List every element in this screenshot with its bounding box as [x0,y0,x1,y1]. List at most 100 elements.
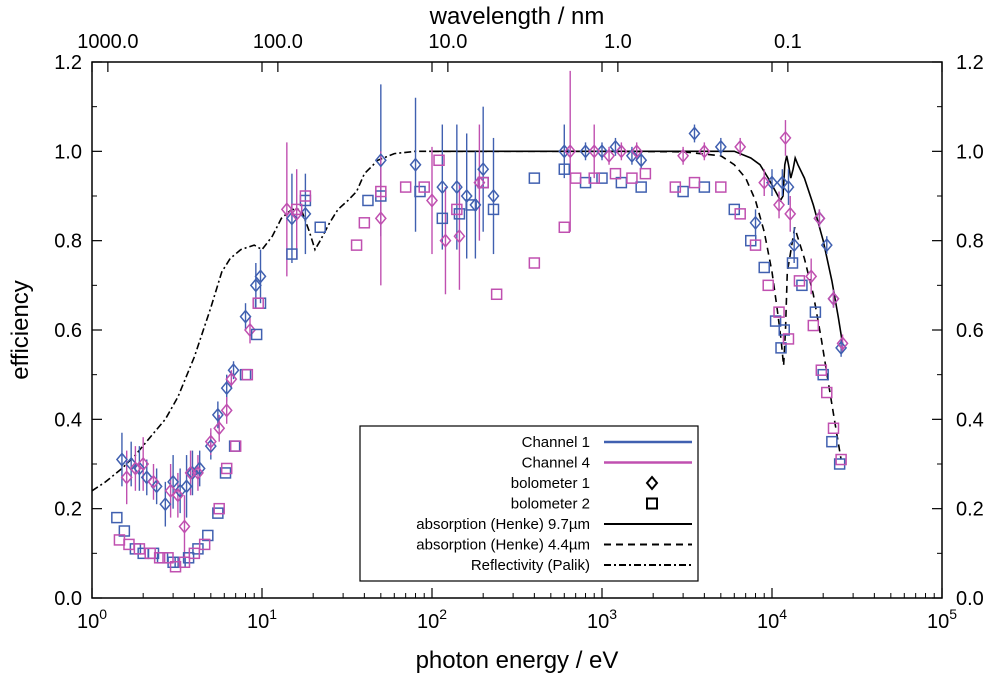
legend-swatch [646,497,658,510]
bolometer-2-point [153,552,166,564]
bolometer-2-point [815,364,828,376]
top-tick-label: 100.0 [253,31,303,53]
bolometer-1-point [220,380,233,396]
legend-label: Channel 1 [522,434,590,451]
top-tick-label: 10.0 [428,31,467,53]
y-tick-label: 0.0 [54,588,82,610]
y-tick-label: 1.2 [54,52,82,74]
bolometer-1-point [180,479,193,494]
bolometer-1-point [625,148,638,163]
bolometer-1-point [615,144,628,159]
bolometer-2-point [758,261,770,274]
bolometer-2-point [314,221,326,234]
bolometer-2-point [178,556,191,569]
bolometer-1-point [734,139,747,155]
bolometer-1-point [285,211,298,226]
y-right-tick-label: 0.6 [956,320,984,342]
legend-box [359,425,699,582]
bolometer-1-point [254,269,267,284]
bolometer-1-point [171,488,184,503]
bolometer-2-point [826,435,838,448]
bolometer-2-point [609,167,622,180]
bolometer-1-point [244,322,256,338]
bolometer-2-point [782,333,795,345]
bolometer-1-point [137,456,150,472]
bolometer-2-point [769,315,782,327]
y-right-tick-label: 1.2 [956,52,984,74]
bolometer-1-point [677,148,690,163]
legend-label: absorption (Henke) 4.4µm [416,537,590,554]
bolometer-1-point [698,144,711,159]
bolometer-1-point [213,421,226,436]
curve-dashed [432,150,842,460]
bolometer-2-point [775,342,787,354]
bolometer-1-point [436,179,449,195]
bolometer-2-point [793,275,806,287]
x-tick-label: 103 [587,606,617,633]
bolometer-2-point [213,502,225,515]
tick-layer: 100 101 102 103 104 105 1000.0 100.0 10.0 1.0 0.1 0… [54,31,984,633]
bolometer-2-point [188,547,201,560]
bolometer-1-point [280,202,293,217]
bolometer-2-point [399,181,412,193]
bolometer-1-point [450,179,463,195]
x-tick-label: 100 [77,606,107,633]
bolometer-1-point [779,130,792,146]
bolometer-1-point [239,309,252,324]
bolometer-1-point [776,175,789,190]
top-axis-title: wavelength / nm [429,3,605,30]
bolometer-2-point [362,194,374,207]
bolometer-2-point [250,328,263,341]
legend-swatch [645,475,659,491]
bolometer-2-point [375,185,387,198]
bolometer-2-point [835,453,847,466]
bolometer-1-point [788,237,801,253]
bolometer-1-point [784,206,797,222]
bolometer-1-point [115,452,128,467]
curve-solid [432,150,844,344]
bolometer-1-point [211,407,224,423]
bolometer-1-point [688,126,701,141]
bolometer-1-point [820,237,833,253]
x-tick-label: 104 [757,606,787,633]
legend-label: absorption (Henke) 9.7µm [416,516,590,533]
bolometer-1-point [473,175,486,190]
bolometer-1-point [220,403,233,418]
bolometer-2-point [202,529,214,542]
bolometer-2-point [252,297,264,309]
y-right-tick-label: 0.2 [956,499,984,521]
bolometer-1-point [290,206,303,222]
bolometer-2-point [418,181,430,193]
bolometer-1-point [374,153,387,168]
legend-label: Reflectivity (Palik) [471,557,590,574]
bolometer-2-point [569,172,582,184]
bolometer-2-point [749,239,762,251]
bolometer-1-point [805,269,818,284]
bolometer-2-point [635,181,647,193]
bolometer-2-point [220,462,233,475]
top-tick-label: 0.1 [774,31,802,53]
bolometer-2-point [558,221,571,234]
bolometer-1-point [129,461,142,476]
bolometer-1-point [409,157,422,172]
bolometer-1-point [140,470,153,485]
bolometer-2-point [734,208,746,220]
bolometer-1-point [150,479,163,494]
bolometer-2-point [786,257,799,269]
bolometer-1-point [603,148,616,163]
x-tick-label: 102 [417,606,447,633]
bolometer-1-point [758,175,771,190]
bolometer-1-point [453,229,466,244]
bolometer-2-point [639,167,652,180]
bolometer-2-point [558,163,571,175]
bolometer-1-point [374,211,387,226]
y-axis-title: efficiency [7,280,34,380]
curve-dashdot [91,150,432,492]
bolometer-2-point [807,319,820,332]
bolometer-2-point [358,217,371,229]
marker-layer [111,126,849,573]
bolometer-1-point [836,336,849,351]
y-tick-label: 0.8 [54,231,82,253]
bolometer-2-point [144,547,156,560]
